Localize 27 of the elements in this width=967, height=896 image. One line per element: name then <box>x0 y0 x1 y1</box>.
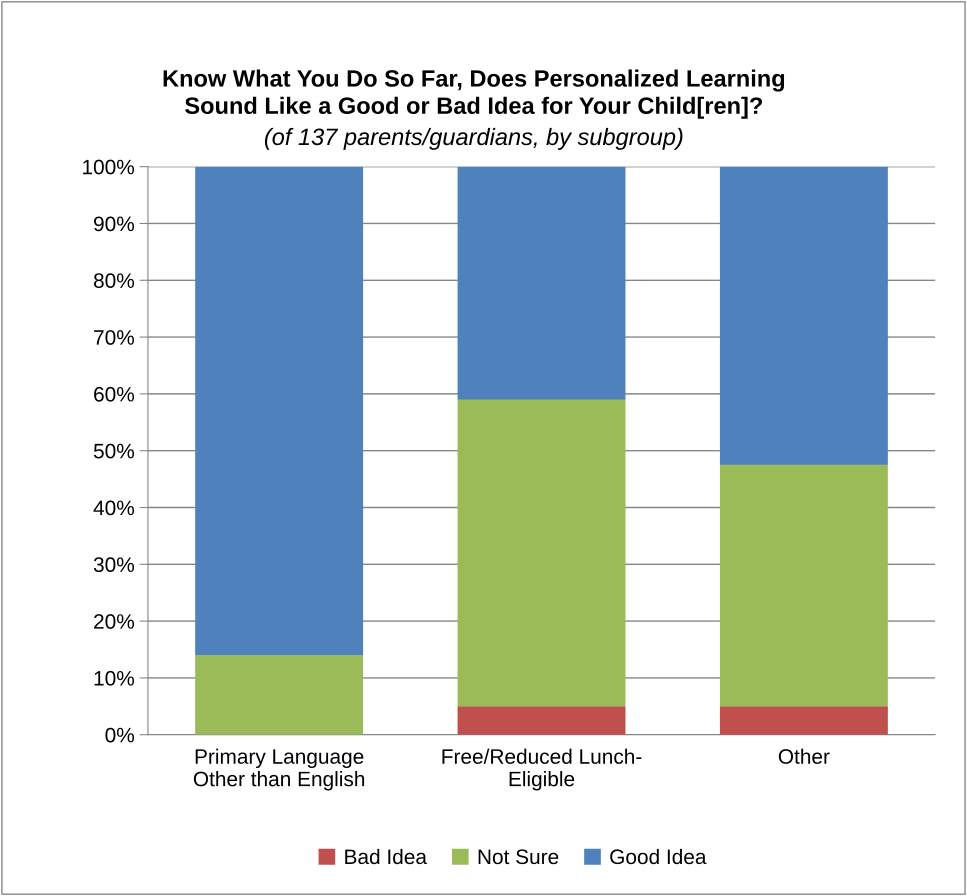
x-tick-label: Other <box>778 748 830 764</box>
bar <box>720 464 888 706</box>
bar <box>195 166 364 656</box>
y-tick-label: 0% <box>105 728 134 742</box>
y-tick-label: 10% <box>94 670 134 686</box>
y-tick-label: 60% <box>94 386 134 402</box>
legend-label: Not Sure <box>478 849 558 864</box>
chart-title: Know What You Do So Far, Does Personalized Learning Sound Like a Good or Bad Idea for Your Child[ren]? <box>164 69 784 119</box>
y-tick-label: 30% <box>94 557 134 572</box>
y-tick-label: 90% <box>94 216 134 232</box>
bar <box>720 706 888 735</box>
y-tick-label: 40% <box>94 500 134 516</box>
legend-label: Good Idea <box>610 848 706 864</box>
bar <box>720 166 888 465</box>
x-tick-label: Free/Reduced Lunch- Eligible <box>442 748 642 790</box>
y-tick-label: 70% <box>94 330 134 345</box>
y-tick-label: 20% <box>94 614 134 629</box>
x-tick-label: Primary Language Other than English <box>194 748 364 790</box>
y-tick-label: 50% <box>94 444 134 458</box>
y-tick-label: 100% <box>83 160 134 174</box>
bar <box>195 655 364 735</box>
bar <box>458 706 626 735</box>
bar <box>458 400 626 706</box>
chart-subtitle: (of 137 parents/guardians, by subgroup) <box>264 128 682 150</box>
legend-label: Bad Idea <box>345 848 427 864</box>
y-tick-label: 80% <box>94 273 134 288</box>
bar <box>458 166 626 400</box>
